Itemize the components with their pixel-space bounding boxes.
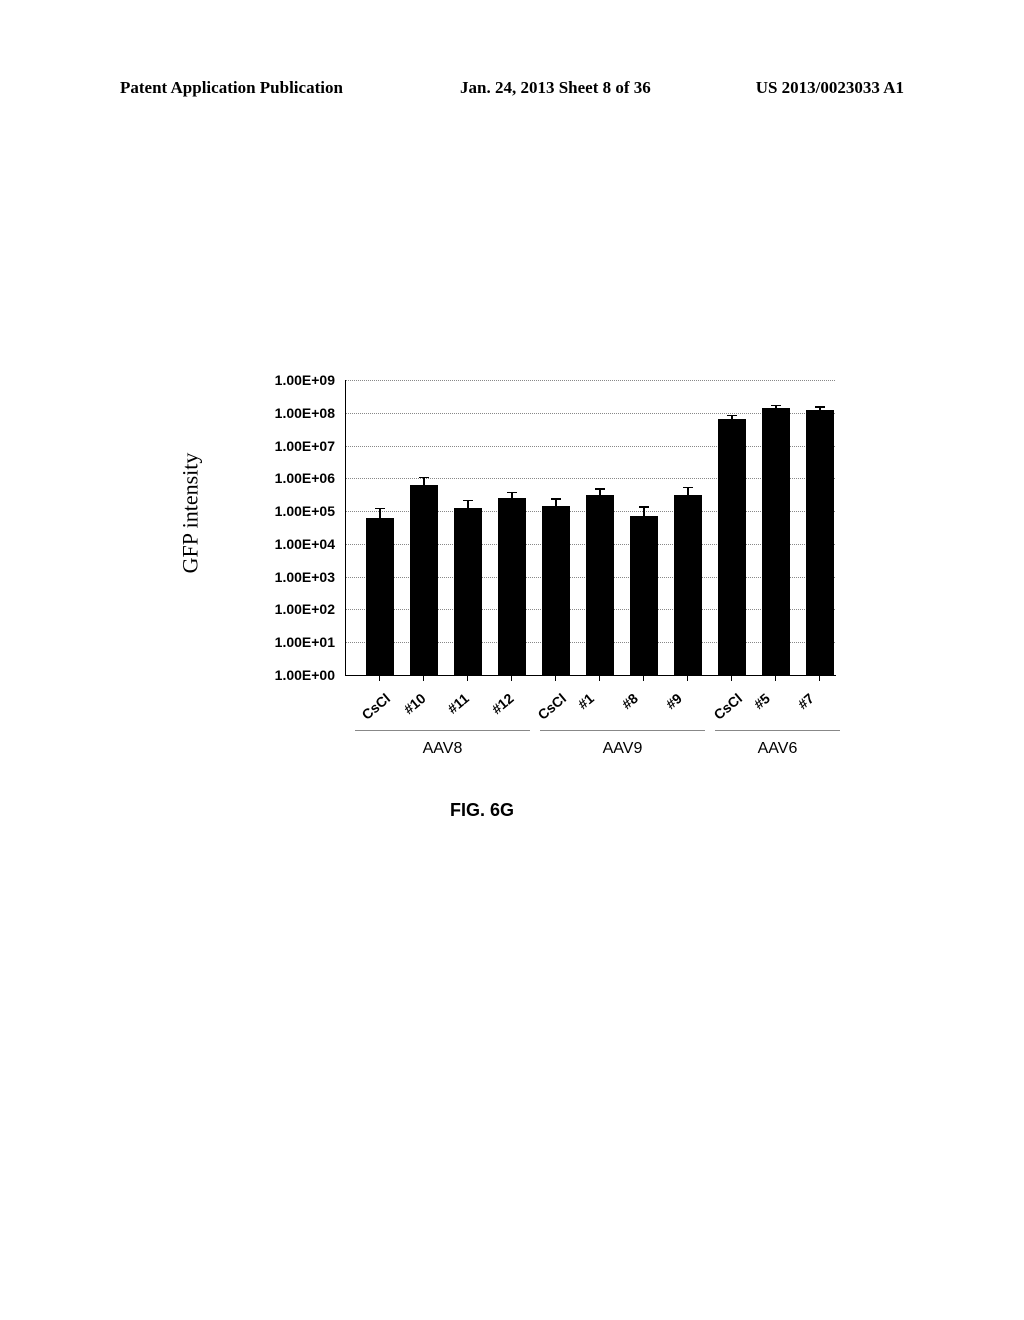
group-label: AAV8 xyxy=(355,740,530,758)
error-bar xyxy=(775,406,777,408)
x-tick-mark xyxy=(379,675,380,681)
error-bar xyxy=(731,416,733,419)
y-tick-label: 1.00E+05 xyxy=(275,503,335,519)
x-tick-mark xyxy=(819,675,820,681)
figure-caption: FIG. 6G xyxy=(450,800,514,821)
chart-bar xyxy=(410,485,438,675)
y-tick-label: 1.00E+00 xyxy=(275,667,335,683)
x-tick-mark xyxy=(687,675,688,681)
error-cap xyxy=(595,488,605,490)
error-bar xyxy=(643,508,645,516)
chart-bar xyxy=(806,410,834,676)
x-tick-label: #8 xyxy=(619,690,641,712)
x-tick-label: #11 xyxy=(444,690,472,717)
y-tick-label: 1.00E+03 xyxy=(275,569,335,585)
header-publication-number: US 2013/0023033 A1 xyxy=(756,78,904,98)
y-tick-label: 1.00E+07 xyxy=(275,438,335,454)
error-cap xyxy=(683,487,693,489)
chart-bar xyxy=(542,506,570,675)
group-label: AAV9 xyxy=(540,740,705,758)
bar-chart: GFP intensity 1.00E+091.00E+081.00E+071.… xyxy=(190,380,870,740)
chart-bar xyxy=(586,495,614,675)
x-tick-label: #9 xyxy=(663,690,685,712)
error-cap xyxy=(419,477,429,479)
chart-bar xyxy=(630,516,658,675)
chart-bar xyxy=(674,495,702,675)
x-tick-label: #12 xyxy=(488,690,516,717)
group-bracket xyxy=(715,730,840,732)
error-cap xyxy=(551,498,561,500)
error-bar xyxy=(819,408,821,410)
chart-bar xyxy=(498,498,526,675)
x-tick-mark xyxy=(423,675,424,681)
y-tick-label: 1.00E+08 xyxy=(275,405,335,421)
x-tick-mark xyxy=(467,675,468,681)
x-tick-label: #5 xyxy=(751,690,773,712)
plot-area xyxy=(345,380,836,676)
header-publication-type: Patent Application Publication xyxy=(120,78,343,98)
group-label: AAV6 xyxy=(715,740,840,758)
chart-bar xyxy=(454,508,482,675)
error-cap xyxy=(375,508,385,510)
x-tick-label: #10 xyxy=(400,690,428,717)
error-cap xyxy=(727,415,737,417)
x-tick-mark xyxy=(775,675,776,681)
error-cap xyxy=(771,405,781,407)
error-bar xyxy=(687,488,689,495)
y-tick-label: 1.00E+09 xyxy=(275,372,335,388)
y-tick-label: 1.00E+04 xyxy=(275,536,335,552)
chart-bar xyxy=(762,408,790,675)
error-cap xyxy=(463,500,473,502)
error-bar xyxy=(379,509,381,517)
error-cap xyxy=(639,506,649,508)
x-tick-label: #7 xyxy=(795,690,817,712)
error-cap xyxy=(507,492,517,494)
x-tick-mark xyxy=(643,675,644,681)
x-tick-label: CsCl xyxy=(534,690,569,723)
x-tick-mark xyxy=(731,675,732,681)
y-tick-label: 1.00E+06 xyxy=(275,470,335,486)
group-bracket xyxy=(355,730,530,732)
y-tick-label: 1.00E+01 xyxy=(275,634,335,650)
x-tick-mark xyxy=(599,675,600,681)
x-tick-label: CsCl xyxy=(710,690,745,723)
error-bar xyxy=(599,490,601,495)
error-bar xyxy=(423,478,425,485)
y-axis-title: GFP intensity xyxy=(177,453,203,574)
x-tick-label: CsCl xyxy=(358,690,393,723)
x-tick-mark xyxy=(511,675,512,681)
error-bar xyxy=(467,501,469,508)
error-cap xyxy=(815,406,825,408)
chart-bar xyxy=(718,419,746,675)
x-tick-mark xyxy=(555,675,556,681)
x-tick-label: #1 xyxy=(575,690,597,712)
y-tick-label: 1.00E+02 xyxy=(275,601,335,617)
group-bracket xyxy=(540,730,705,732)
error-bar xyxy=(555,500,557,507)
header-date-sheet: Jan. 24, 2013 Sheet 8 of 36 xyxy=(460,78,651,98)
chart-bar xyxy=(366,518,394,675)
error-bar xyxy=(511,493,513,498)
